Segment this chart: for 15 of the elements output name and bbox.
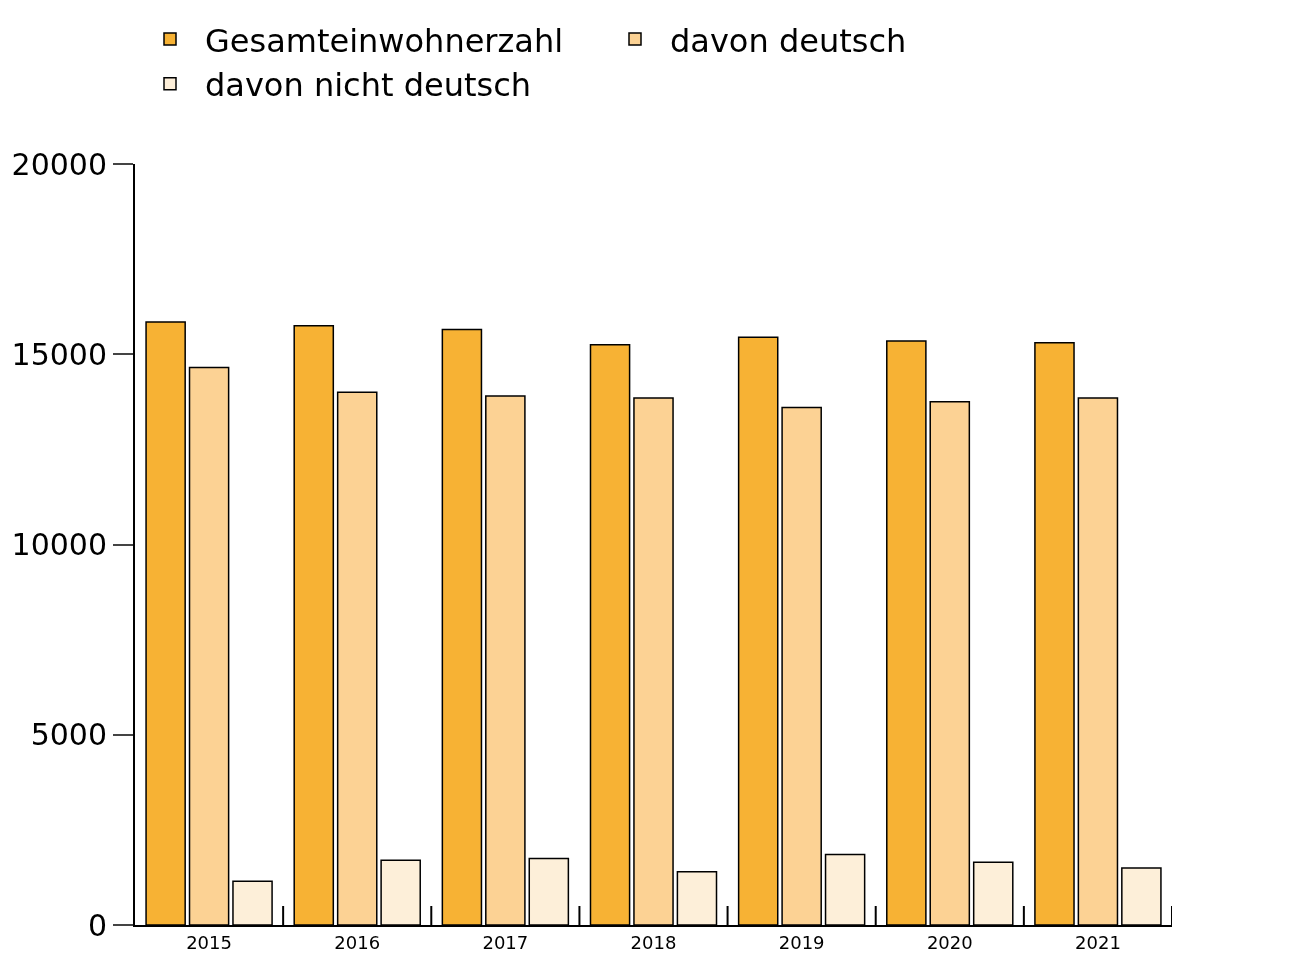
x-tick-label: 2016 (334, 931, 381, 953)
y-tick-label: 15000 (11, 336, 107, 372)
y-tick-label: 5000 (30, 717, 107, 753)
x-tick-label: 2018 (630, 931, 677, 953)
y-tick-label: 20000 (11, 146, 107, 182)
x-tick-label: 2019 (778, 931, 825, 953)
legend-label: Gesamteinwohnerzahl (205, 21, 564, 60)
y-tick-label: 0 (87, 907, 107, 943)
x-tick-label: 2017 (482, 931, 529, 953)
x-tick-label: 2021 (1075, 931, 1121, 953)
legend-label: davon deutsch (670, 21, 907, 60)
legend-label: davon nicht deutsch (205, 66, 532, 105)
x-tick-label: 2020 (926, 931, 973, 953)
x-tick-label: 2015 (186, 931, 232, 953)
y-tick-label: 10000 (11, 527, 107, 562)
